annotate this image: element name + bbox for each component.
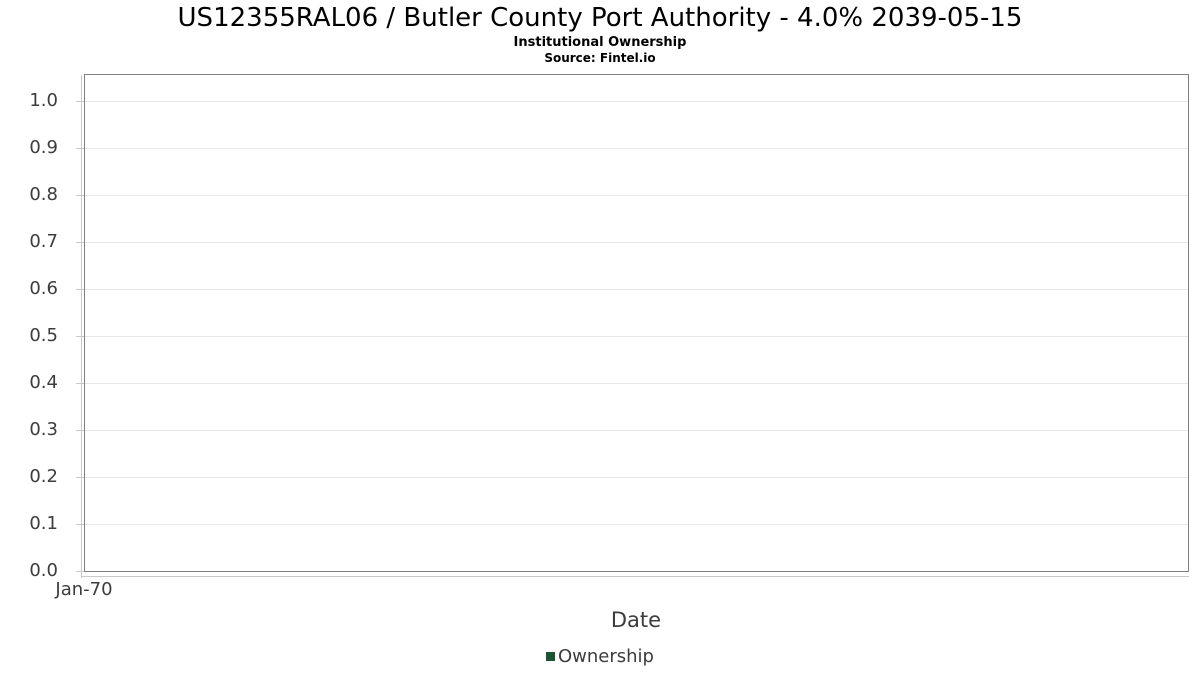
- chart-title: US12355RAL06 / Butler County Port Author…: [177, 3, 1023, 33]
- y-tick-mark-0.8: [76, 194, 84, 196]
- gridline-0.5: [85, 335, 1188, 337]
- y-tick-label-0.5: 0.5: [29, 324, 58, 346]
- legend-label: Ownership: [558, 646, 654, 667]
- y-tick-label-0.2: 0.2: [29, 465, 58, 487]
- y-tick-mark-0.1: [76, 523, 84, 525]
- gridline-0.7: [85, 241, 1188, 243]
- chart-subtitle: Institutional Ownership: [513, 35, 687, 50]
- gridline-0.9: [85, 147, 1188, 149]
- plot-area: 0.0 0.1 0.2 0.3 0.4 0.5 0.6 0.7 0.8 0.9 1.0: [29, 74, 1189, 580]
- y-tick-mark-0.0: [76, 571, 84, 572]
- y-tick-mark-0.3: [76, 429, 84, 431]
- y-tick-mark-0.6: [76, 288, 84, 290]
- legend-item-ownership[interactable]: Ownership: [546, 646, 654, 667]
- y-tick-label-1.0: 1.0: [29, 89, 58, 111]
- y-tick-mark-0.2: [76, 476, 84, 478]
- y-tick-mark-0.9: [76, 147, 84, 149]
- gridline-0.1: [85, 523, 1188, 525]
- y-tick-label-0.7: 0.7: [29, 230, 58, 252]
- y-tick-mark-0.7: [76, 241, 84, 243]
- y-tick-mark-1.0: [76, 100, 84, 102]
- gridline-1.0: [85, 100, 1188, 102]
- y-axis-line: [81, 75, 82, 572]
- x-tick-label: Jan-70: [55, 579, 113, 600]
- y-tick-mark-0.5: [76, 335, 84, 337]
- x-axis-line: [81, 576, 1189, 577]
- y-tick-label-0.9: 0.9: [29, 136, 58, 158]
- y-tick-label-0.0: 0.0: [29, 560, 58, 581]
- y-tick-label-0.6: 0.6: [29, 277, 58, 299]
- legend-swatch-icon: [546, 652, 555, 661]
- gridline-0.2: [85, 476, 1188, 478]
- x-axis-title: Date: [610, 608, 662, 632]
- y-tick-label-0.4: 0.4: [29, 371, 58, 393]
- gridline-0.3: [85, 429, 1188, 431]
- x-tick-mark: [81, 572, 82, 578]
- y-tick-label-0.3: 0.3: [29, 418, 58, 440]
- y-tick-mark-0.4: [76, 382, 84, 384]
- gridline-0.4: [85, 382, 1188, 384]
- y-tick-label-0.8: 0.8: [29, 183, 58, 205]
- gridline-0.6: [85, 288, 1188, 290]
- gridline-0.8: [85, 194, 1188, 196]
- chart-source: Source: Fintel.io: [544, 51, 656, 65]
- legend: Ownership: [0, 646, 1200, 667]
- y-tick-label-0.1: 0.1: [29, 512, 58, 534]
